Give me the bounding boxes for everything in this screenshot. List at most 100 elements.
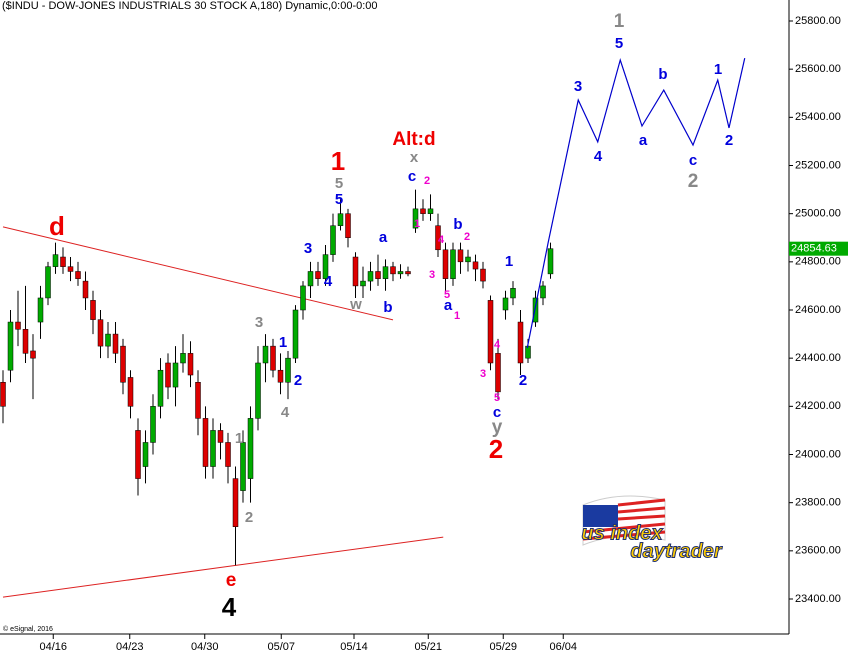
y-tick-label: 24600.00 [795,304,841,316]
wave-label: 2 [519,372,527,389]
candle-body [277,369,284,383]
logo-text: us index [581,522,663,544]
candle-body [382,266,389,279]
y-tick-label: 25400.00 [795,111,841,123]
last-price-box [789,241,848,256]
candle-body [127,377,134,407]
candle-body [547,248,554,275]
candle-body [135,430,141,479]
candle-body [525,345,531,359]
wave-label: 1 [331,146,345,176]
wave-label: 1 [454,310,460,322]
candle-body [75,271,81,279]
candle-body [22,329,29,354]
candle-body [217,430,224,443]
candle-body [337,213,344,226]
candle-body [240,442,246,491]
wave-label: 3 [480,368,486,380]
candle-body [150,406,156,443]
candle-body [157,369,164,407]
candle-body [82,280,89,299]
candle-body [247,418,254,479]
y-tick-label: 25800.00 [795,15,841,27]
y-tick-label: 23600.00 [795,545,841,557]
candle-body [360,280,366,287]
candle-body [435,225,441,251]
candle-body [52,254,59,267]
candle-body [397,271,404,275]
wave-label: 5 [335,175,343,192]
candle-body [165,362,171,388]
candle-body [30,350,36,359]
wave-label: 1 [235,430,243,447]
candle-body [495,353,501,393]
candle-body [292,309,299,359]
x-tick-label: 04/23 [116,641,144,653]
candle-body [15,321,21,330]
y-tick-label: 25600.00 [795,63,841,75]
candle-body [60,256,66,267]
last-price-label: 24854.63 [791,243,837,255]
wave-label: e [226,570,237,591]
wave-label: 1 [505,253,513,270]
candle-body [180,353,186,364]
wave-label: 3 [574,78,582,95]
logo: us index daytrader [581,495,723,563]
candle-body [45,266,51,299]
y-tick-label: 24000.00 [795,448,841,460]
candle-body [487,300,494,364]
candle-body [405,271,411,275]
candle-body [112,333,119,354]
wave-label: 2 [725,132,733,149]
candle-body [352,256,359,287]
x-tick-label: 05/21 [414,641,442,653]
x-tick-label: 04/30 [191,641,219,653]
candle-body [480,268,486,282]
wave-label: x [410,149,419,166]
wave-label: 4 [281,404,290,421]
candle-body [255,362,261,419]
y-tick-label: 24200.00 [795,400,841,412]
wave-label: c [408,168,416,185]
wave-label: c [689,152,697,169]
flag-stripes [582,498,666,541]
wave-label: b [658,66,667,83]
candle-body [37,297,44,323]
wave-label: y [492,417,503,438]
logo-text: daytrader [630,540,722,562]
candle-body [285,357,291,383]
candle-body [322,254,329,279]
wave-label: 4 [594,148,603,165]
wave-label: 2 [464,231,470,243]
candle-body [345,213,351,239]
y-tick-label: 24800.00 [795,256,841,268]
wave-label: 1 [614,11,625,32]
candle-body [450,249,456,279]
candle-body [510,288,516,299]
wave-label: 4 [438,234,445,246]
candle-body [375,271,381,279]
wave-label: 5 [335,191,343,208]
candle-body [307,271,314,287]
candle-body [532,297,539,323]
wave-label: 1 [714,61,722,78]
candle-body [187,353,194,376]
projection-line [526,57,746,349]
wave-label: 4 [494,339,501,351]
candle-body [97,319,104,347]
credit: © eSignal, 2016 [3,625,53,633]
trend-line [2,536,444,598]
candle-body [300,285,306,311]
wave-label: Alt:d [392,129,435,150]
candle-body [330,225,336,255]
candle-body [412,208,419,229]
wave-label: b [453,216,462,233]
candle-body [142,442,149,467]
candle-body [442,249,449,279]
candle-body [172,362,179,388]
x-tick-label: 05/14 [340,641,368,653]
candle-body [210,430,216,467]
candle-body [315,271,321,279]
wave-label: 5 [494,392,500,404]
